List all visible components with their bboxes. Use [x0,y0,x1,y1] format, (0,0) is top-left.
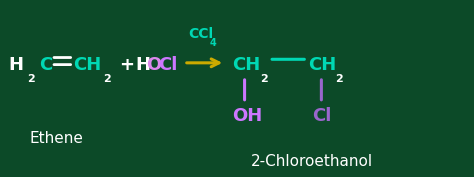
Text: CCl: CCl [189,27,214,41]
Text: OH: OH [232,107,262,125]
Text: 4: 4 [210,38,216,48]
Text: CH: CH [308,56,337,75]
Text: C: C [39,56,52,75]
Text: O: O [146,56,161,75]
Text: Ethene: Ethene [29,131,83,145]
Text: 2: 2 [260,74,267,84]
Text: 2-Chloroethanol: 2-Chloroethanol [251,155,374,169]
Text: H: H [9,56,24,75]
Text: CH: CH [232,56,261,75]
Text: Cl: Cl [312,107,331,125]
Text: CH: CH [73,56,102,75]
Text: 2: 2 [27,74,35,84]
Text: 2: 2 [103,74,111,84]
Text: H: H [135,56,150,75]
Text: Cl: Cl [158,56,178,75]
Text: +: + [119,56,135,75]
Text: 2: 2 [336,74,343,84]
